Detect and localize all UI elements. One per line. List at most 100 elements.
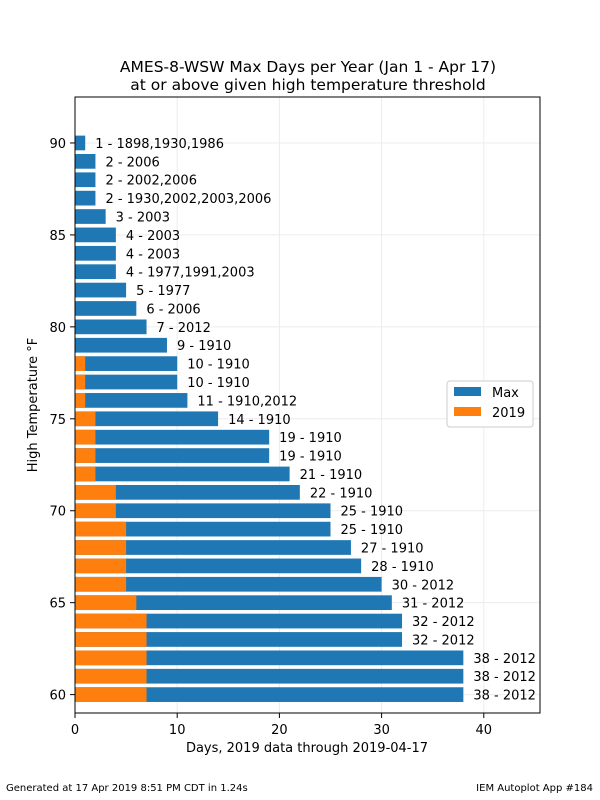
bar-max (75, 172, 96, 188)
bar-max (75, 668, 464, 684)
bar-max (75, 484, 300, 500)
bar-2019 (75, 595, 137, 611)
bar-label: 1 - 1898,1930,1986 (95, 137, 224, 152)
bar-label: 2 - 1930,2002,2003,2006 (105, 192, 271, 207)
y-tick-label: 90 (49, 137, 66, 152)
bar-max (75, 613, 403, 629)
x-tick-label: 30 (373, 723, 390, 738)
bar-max (75, 576, 382, 592)
x-tick-label: 20 (271, 723, 288, 738)
x-tick-label: 10 (169, 723, 186, 738)
y-tick-label: 60 (49, 689, 66, 704)
bar-max (75, 595, 392, 611)
bar-label: 38 - 2012 (473, 652, 536, 667)
bar-label: 2 - 2006 (105, 155, 159, 170)
bar-max (75, 374, 178, 390)
y-tick-label: 80 (49, 321, 66, 336)
bar-max (75, 319, 147, 335)
bar-max (75, 337, 167, 353)
bar-label: 7 - 2012 (157, 321, 211, 336)
bar-labels: 1 - 1898,1930,1986 2 - 2006 2 - 2002,2006 2… (95, 137, 536, 704)
bars (75, 135, 464, 702)
bar-2019 (75, 374, 86, 390)
bar-2019 (75, 558, 127, 574)
bar-max (75, 540, 351, 555)
bar-label: 10 - 1910 (187, 376, 250, 391)
bar-label: 6 - 2006 (146, 302, 200, 317)
bar-2019 (75, 576, 127, 592)
bar-label: 4 - 1977,1991,2003 (126, 266, 255, 281)
y-tick-label: 75 (49, 413, 66, 428)
bar-label: 4 - 2003 (126, 229, 180, 244)
bar-2019 (75, 613, 147, 629)
chart-title: AMES-8-WSW Max Days per Year (Jan 1 - Ap… (120, 58, 496, 76)
y-axis-ticks: 60 65 70 75 80 85 90 (49, 137, 75, 704)
y-tick-label: 65 (49, 597, 66, 612)
bar-label: 32 - 2012 (412, 633, 475, 648)
bar-2019 (75, 484, 116, 500)
bar-2019 (75, 521, 127, 537)
bar-label: 38 - 2012 (473, 670, 536, 685)
bar-max (75, 190, 96, 206)
bar-label: 2 - 2002,2006 (105, 174, 197, 189)
legend-swatch (454, 407, 481, 416)
bar-2019 (75, 687, 147, 702)
bar-max (75, 135, 86, 151)
bar-max (75, 558, 362, 574)
bar-label: 25 - 1910 (340, 505, 403, 520)
bar-label: 11 - 1910,2012 (197, 394, 297, 409)
bar-max (75, 632, 403, 647)
bar-label: 31 - 2012 (402, 597, 465, 612)
bar-max (75, 650, 464, 666)
bar-label: 5 - 1977 (136, 284, 190, 299)
x-tick-label: 40 (476, 723, 493, 738)
bar-2019 (75, 411, 96, 427)
bar-2019 (75, 429, 96, 445)
bar-label: 19 - 1910 (279, 450, 342, 465)
bar-label: 3 - 2003 (116, 211, 170, 226)
bar-label: 32 - 2012 (412, 615, 475, 630)
bar-2019 (75, 393, 86, 408)
bar-max (75, 301, 137, 316)
y-tick-label: 70 (49, 505, 66, 520)
bar-max (75, 429, 270, 445)
bar-max (75, 448, 270, 463)
bar-2019 (75, 668, 147, 684)
bar-label: 4 - 2003 (126, 247, 180, 262)
bar-label: 28 - 1910 (371, 560, 434, 575)
bar-label: 38 - 2012 (473, 689, 536, 704)
bar-max (75, 503, 331, 519)
bar-max (75, 411, 219, 427)
x-tick-label: 0 (71, 723, 79, 738)
bar-2019 (75, 540, 127, 555)
footer-app-text: IEM Autoplot App #184 (476, 783, 593, 794)
bar-max (75, 154, 96, 169)
bar-label: 21 - 1910 (300, 468, 363, 483)
bar-max (75, 245, 116, 261)
bar-2019 (75, 632, 147, 647)
bar-max (75, 264, 116, 280)
y-tick-label: 85 (49, 229, 66, 244)
x-axis-label: Days, 2019 data through 2019-04-17 (186, 741, 428, 756)
plot-frame (74, 96, 541, 714)
footer-generated-text: Generated at 17 Apr 2019 8:51 PM CDT in … (6, 783, 248, 794)
legend-label: Max (492, 386, 519, 401)
bar-2019 (75, 503, 116, 519)
bar-max (75, 356, 178, 371)
x-axis-ticks: 0 10 20 30 40 (71, 713, 492, 738)
bar-label: 25 - 1910 (340, 523, 403, 538)
bar-label: 10 - 1910 (187, 358, 250, 373)
bar-label: 30 - 2012 (392, 578, 455, 593)
bar-max (75, 393, 188, 408)
chart-subtitle: at or above given high temperature thres… (130, 76, 485, 94)
bar-max (75, 687, 464, 702)
bar-max (75, 521, 331, 537)
bar-max (75, 466, 290, 482)
bar-max (75, 282, 127, 298)
legend-swatch (454, 387, 481, 396)
bar-2019 (75, 466, 96, 482)
legend: Max 2019 (446, 380, 534, 428)
legend-label: 2019 (492, 406, 525, 421)
